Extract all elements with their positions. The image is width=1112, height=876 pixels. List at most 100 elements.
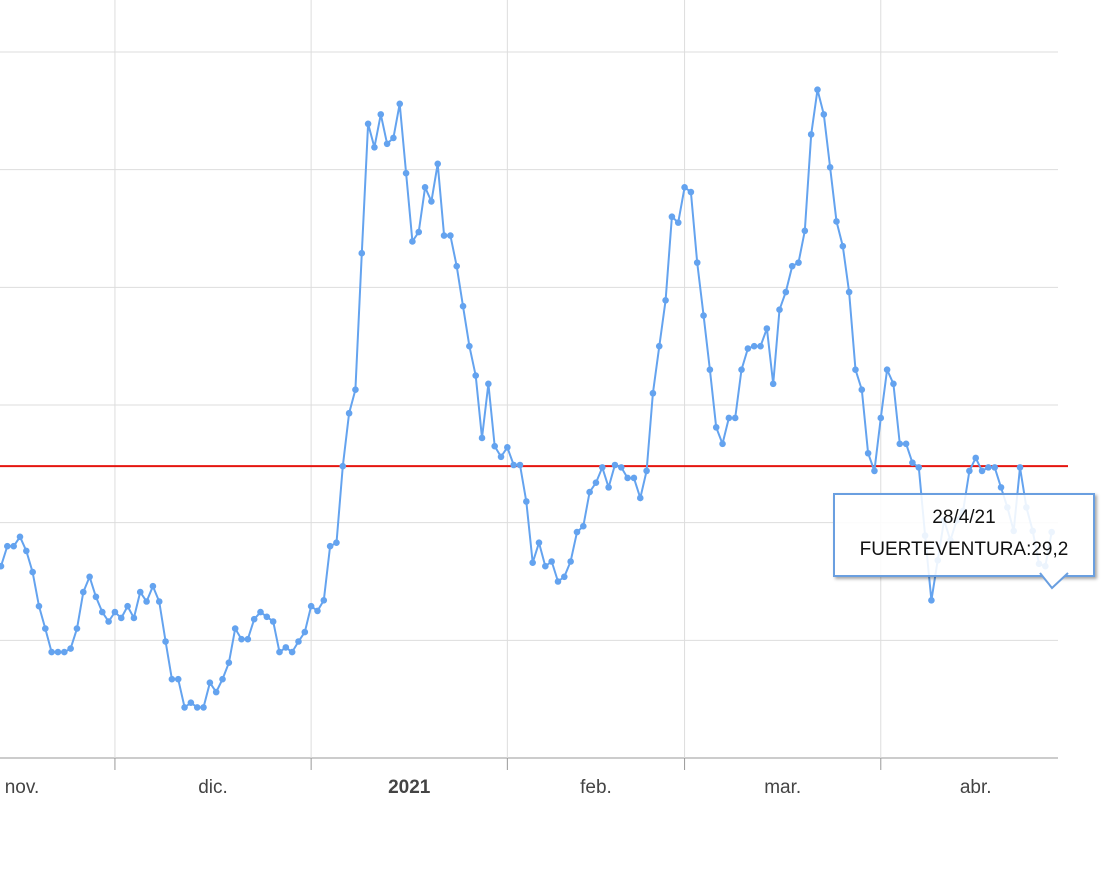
data-point — [763, 325, 771, 332]
data-point — [29, 568, 36, 576]
data-point — [301, 628, 309, 636]
data-point — [238, 635, 245, 643]
data-point — [617, 464, 625, 471]
data-point — [92, 593, 100, 601]
data-point — [174, 675, 182, 683]
data-point — [497, 453, 505, 461]
data-point — [162, 638, 169, 645]
data-point — [611, 461, 619, 469]
data-point — [143, 598, 150, 605]
data-point — [200, 704, 207, 711]
data-point — [630, 474, 638, 482]
data-point — [257, 608, 264, 616]
data-point — [833, 218, 840, 225]
data-line — [0, 89, 1053, 710]
data-point — [548, 558, 555, 565]
data-point — [466, 342, 473, 350]
data-point — [276, 648, 283, 656]
data-point — [307, 602, 315, 610]
data-point — [434, 160, 442, 168]
data-point — [472, 372, 480, 379]
data-point — [674, 219, 682, 226]
data-point — [649, 389, 657, 397]
data-point — [187, 699, 195, 706]
data-point — [579, 522, 587, 530]
data-point — [788, 262, 796, 270]
data-point — [339, 462, 347, 470]
data-point — [877, 414, 885, 422]
data-point — [529, 559, 536, 566]
data-point — [655, 342, 663, 350]
data-point — [60, 648, 68, 656]
data-point — [668, 213, 676, 221]
data-point — [845, 288, 853, 296]
data-point — [295, 638, 302, 645]
data-point — [73, 625, 81, 632]
data-point — [693, 259, 701, 266]
data-point — [598, 464, 606, 471]
data-point — [98, 608, 106, 616]
data-point — [719, 440, 726, 448]
data-point — [712, 424, 720, 431]
data-point — [801, 227, 809, 235]
data-point — [358, 249, 366, 257]
data-point — [23, 547, 30, 555]
data-point — [991, 464, 999, 471]
data-point — [909, 459, 916, 466]
tooltip-label: FUERTEVENTURA:29,2 — [859, 539, 1069, 560]
data-point — [117, 614, 125, 622]
data-point — [738, 366, 745, 374]
tooltip-title: 28/4/21 — [932, 507, 996, 528]
data-point — [504, 444, 511, 451]
data-point — [269, 618, 277, 625]
data-point — [896, 440, 904, 448]
data-point — [776, 306, 783, 313]
data-point — [681, 184, 688, 191]
data-point — [542, 562, 549, 570]
data-point — [67, 645, 74, 652]
data-point — [510, 461, 517, 469]
x-tick-label: feb. — [580, 777, 612, 798]
data-point — [744, 345, 752, 352]
data-point — [706, 366, 714, 374]
data-point — [592, 479, 600, 486]
data-point — [383, 140, 391, 148]
data-point — [48, 648, 55, 656]
data-point — [206, 679, 214, 686]
data-point — [225, 659, 233, 666]
data-point — [807, 131, 815, 138]
data-point — [561, 573, 568, 581]
data-point — [333, 539, 340, 546]
data-point — [396, 100, 404, 108]
data-point — [750, 342, 758, 350]
data-point — [212, 688, 220, 696]
data-point — [567, 558, 574, 565]
data-point — [624, 474, 631, 482]
data-point — [288, 648, 296, 656]
data-point — [409, 238, 416, 245]
data-point — [219, 675, 226, 683]
data-point — [1016, 464, 1024, 471]
data-point — [390, 134, 397, 142]
data-point — [902, 440, 910, 448]
data-point — [453, 262, 461, 270]
data-point — [54, 648, 62, 656]
data-point — [428, 198, 435, 205]
data-point — [193, 704, 201, 711]
data-point — [883, 366, 891, 374]
data-point — [326, 542, 334, 550]
data-point — [447, 232, 454, 239]
data-point — [782, 288, 790, 296]
data-point — [605, 484, 612, 491]
data-point — [573, 528, 581, 536]
data-point — [10, 542, 17, 550]
data-point — [687, 188, 695, 196]
data-point — [858, 386, 866, 394]
data-point — [516, 461, 524, 469]
data-point — [725, 414, 733, 422]
data-point — [149, 582, 157, 590]
data-point — [928, 597, 935, 604]
data-point — [440, 232, 448, 239]
data-point — [105, 618, 112, 625]
data-point — [554, 578, 562, 585]
